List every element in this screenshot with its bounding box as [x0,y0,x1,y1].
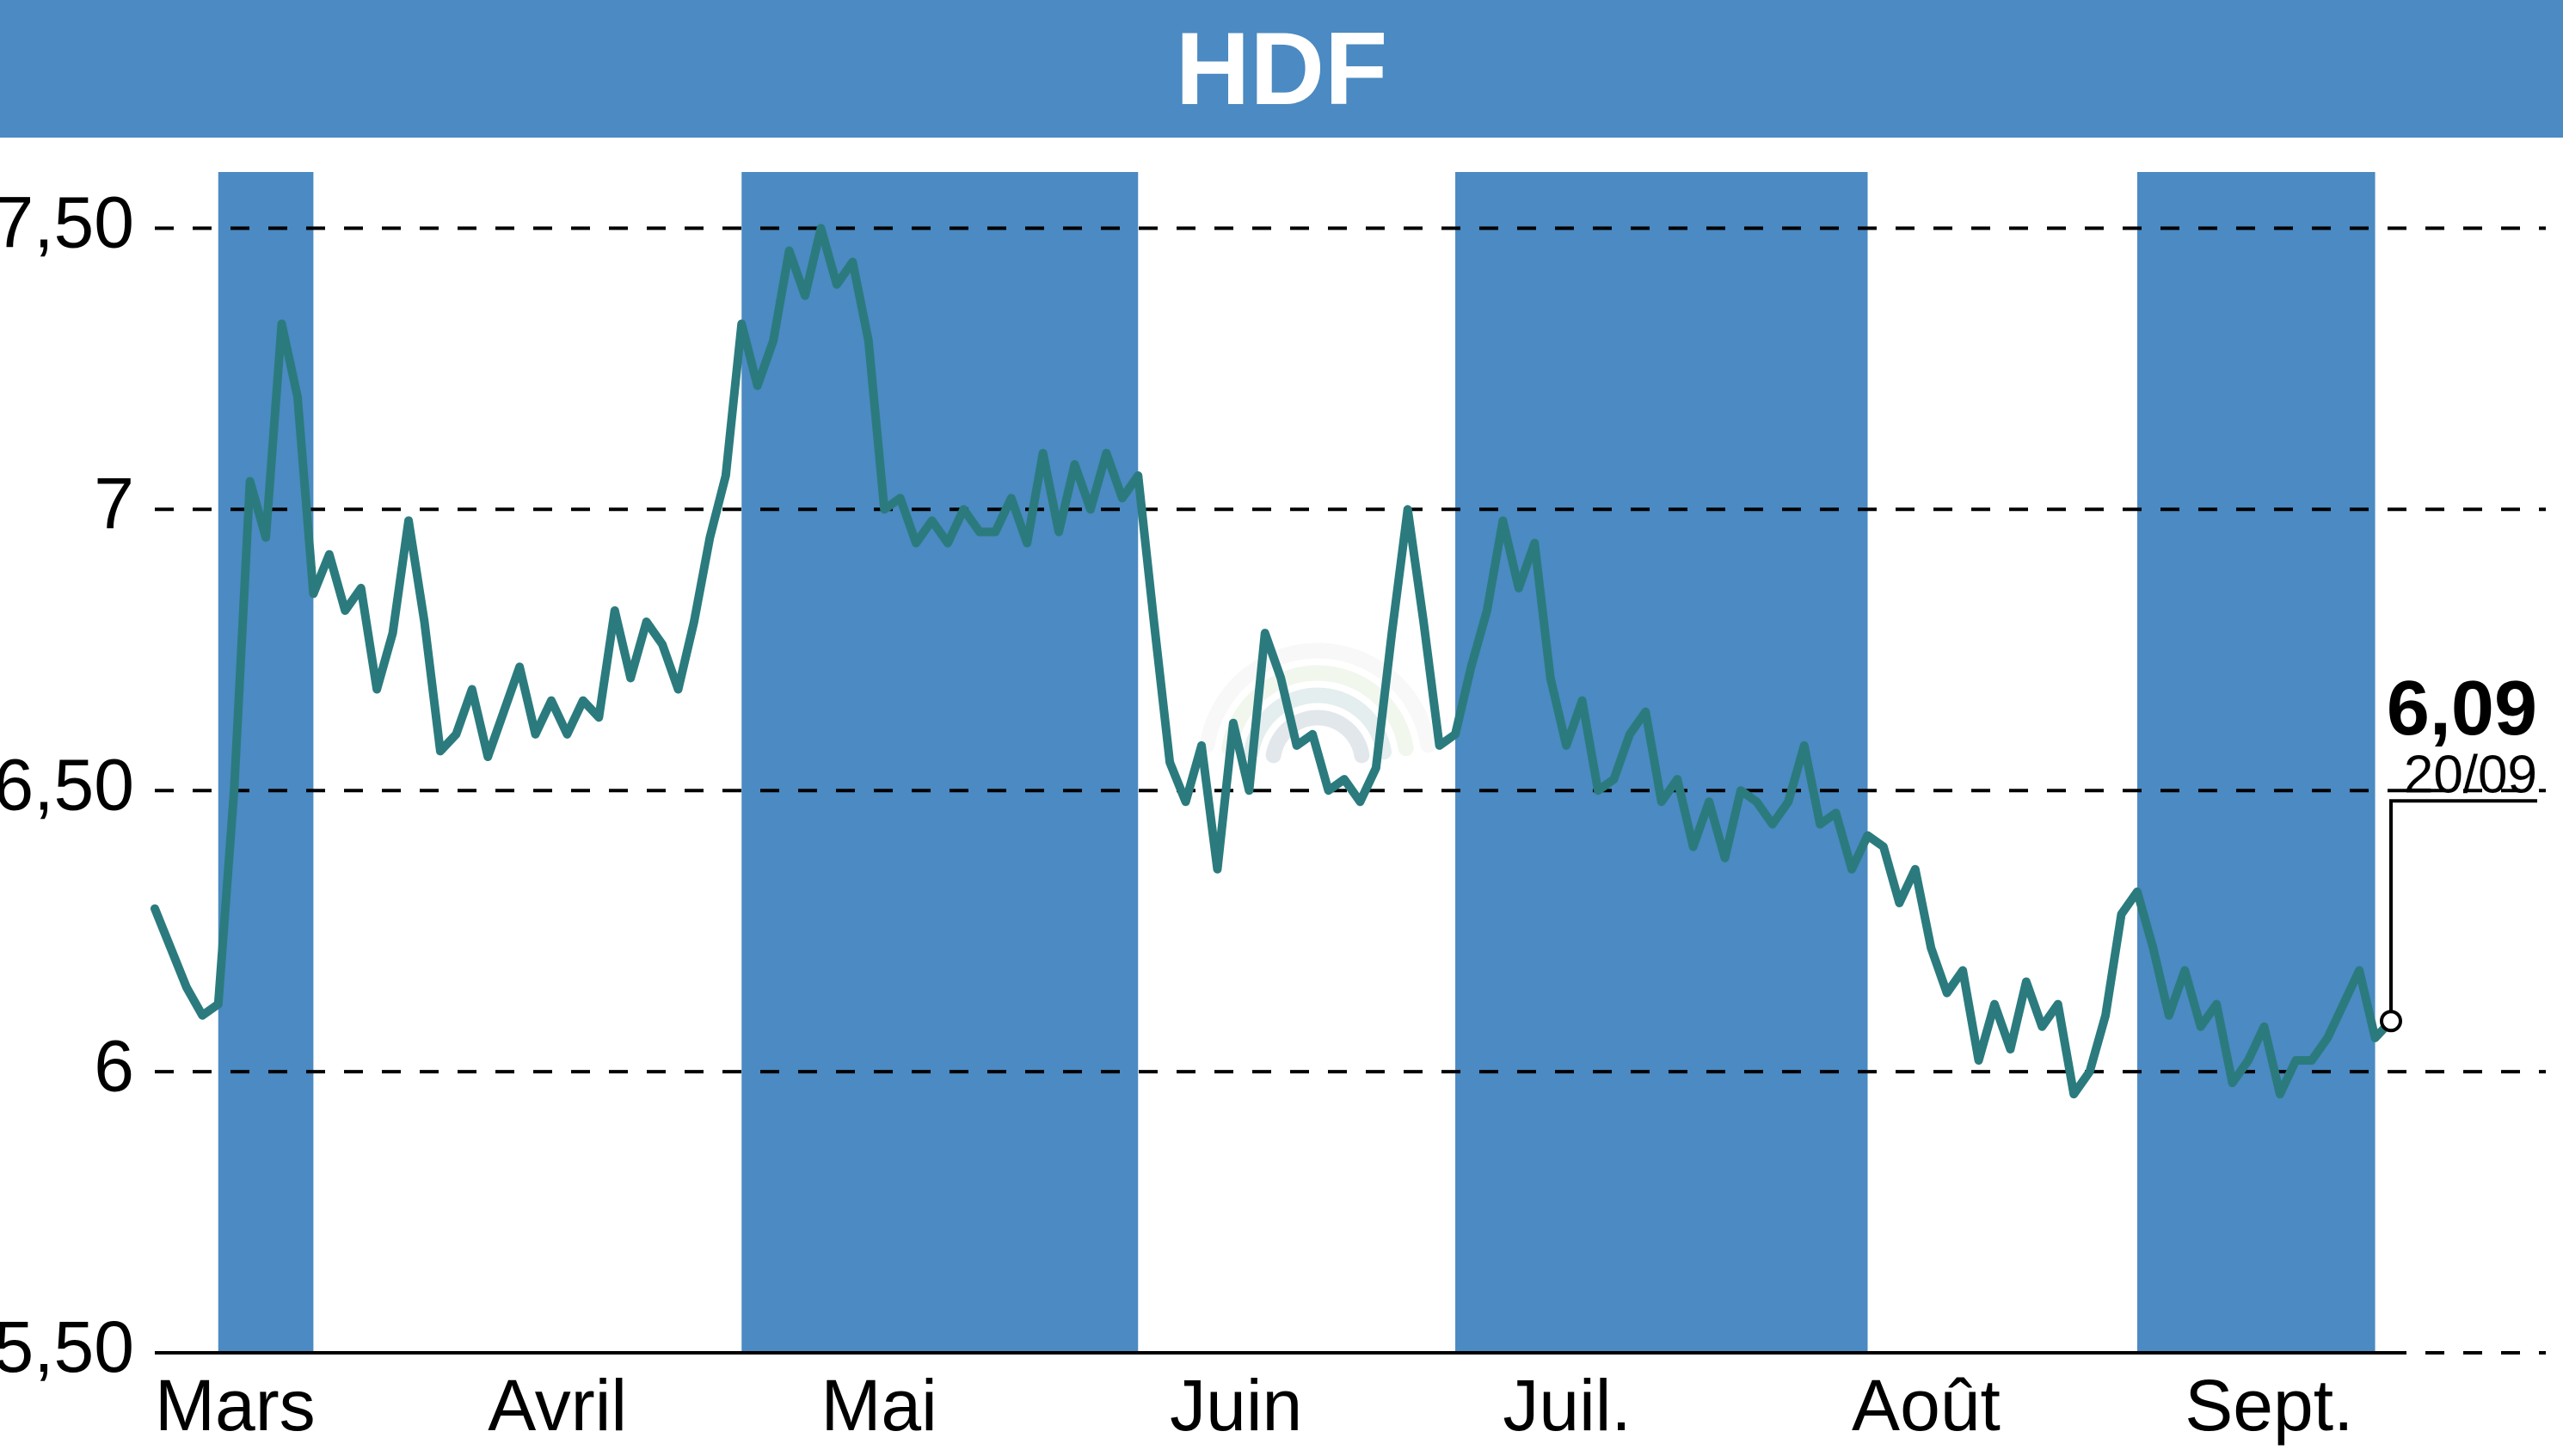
x-tick-label: Avril [488,1365,627,1446]
x-tick-label: Juil. [1503,1365,1631,1446]
chart-title: HDF [1176,11,1388,126]
last-value-label: 6,09 [2387,666,2537,752]
y-tick-label: 6 [94,1025,134,1106]
y-tick-label: 7,50 [0,182,134,263]
x-tick-label: Mai [821,1365,937,1446]
y-tick-label: 5,50 [0,1306,134,1387]
x-tick-label: Mars [155,1365,316,1446]
y-tick-label: 6,50 [0,744,134,825]
y-tick-label: 7 [94,463,134,544]
last-point-marker [2382,1011,2400,1030]
x-tick-label: Sept. [2185,1365,2353,1446]
chart-svg: HDF 5,50 6 6,50 7 7,50 Mars Avril Mai Juin Juil. Ao… [0,0,2563,1456]
stock-chart: HDF 5,50 6 6,50 7 7,50 Mars Avril Mai Juin Juil. Ao… [0,0,2563,1456]
x-tick-label: Août [1852,1365,2001,1446]
last-date-label: 20/09 [2404,745,2537,804]
x-tick-label: Juin [1170,1365,1302,1446]
